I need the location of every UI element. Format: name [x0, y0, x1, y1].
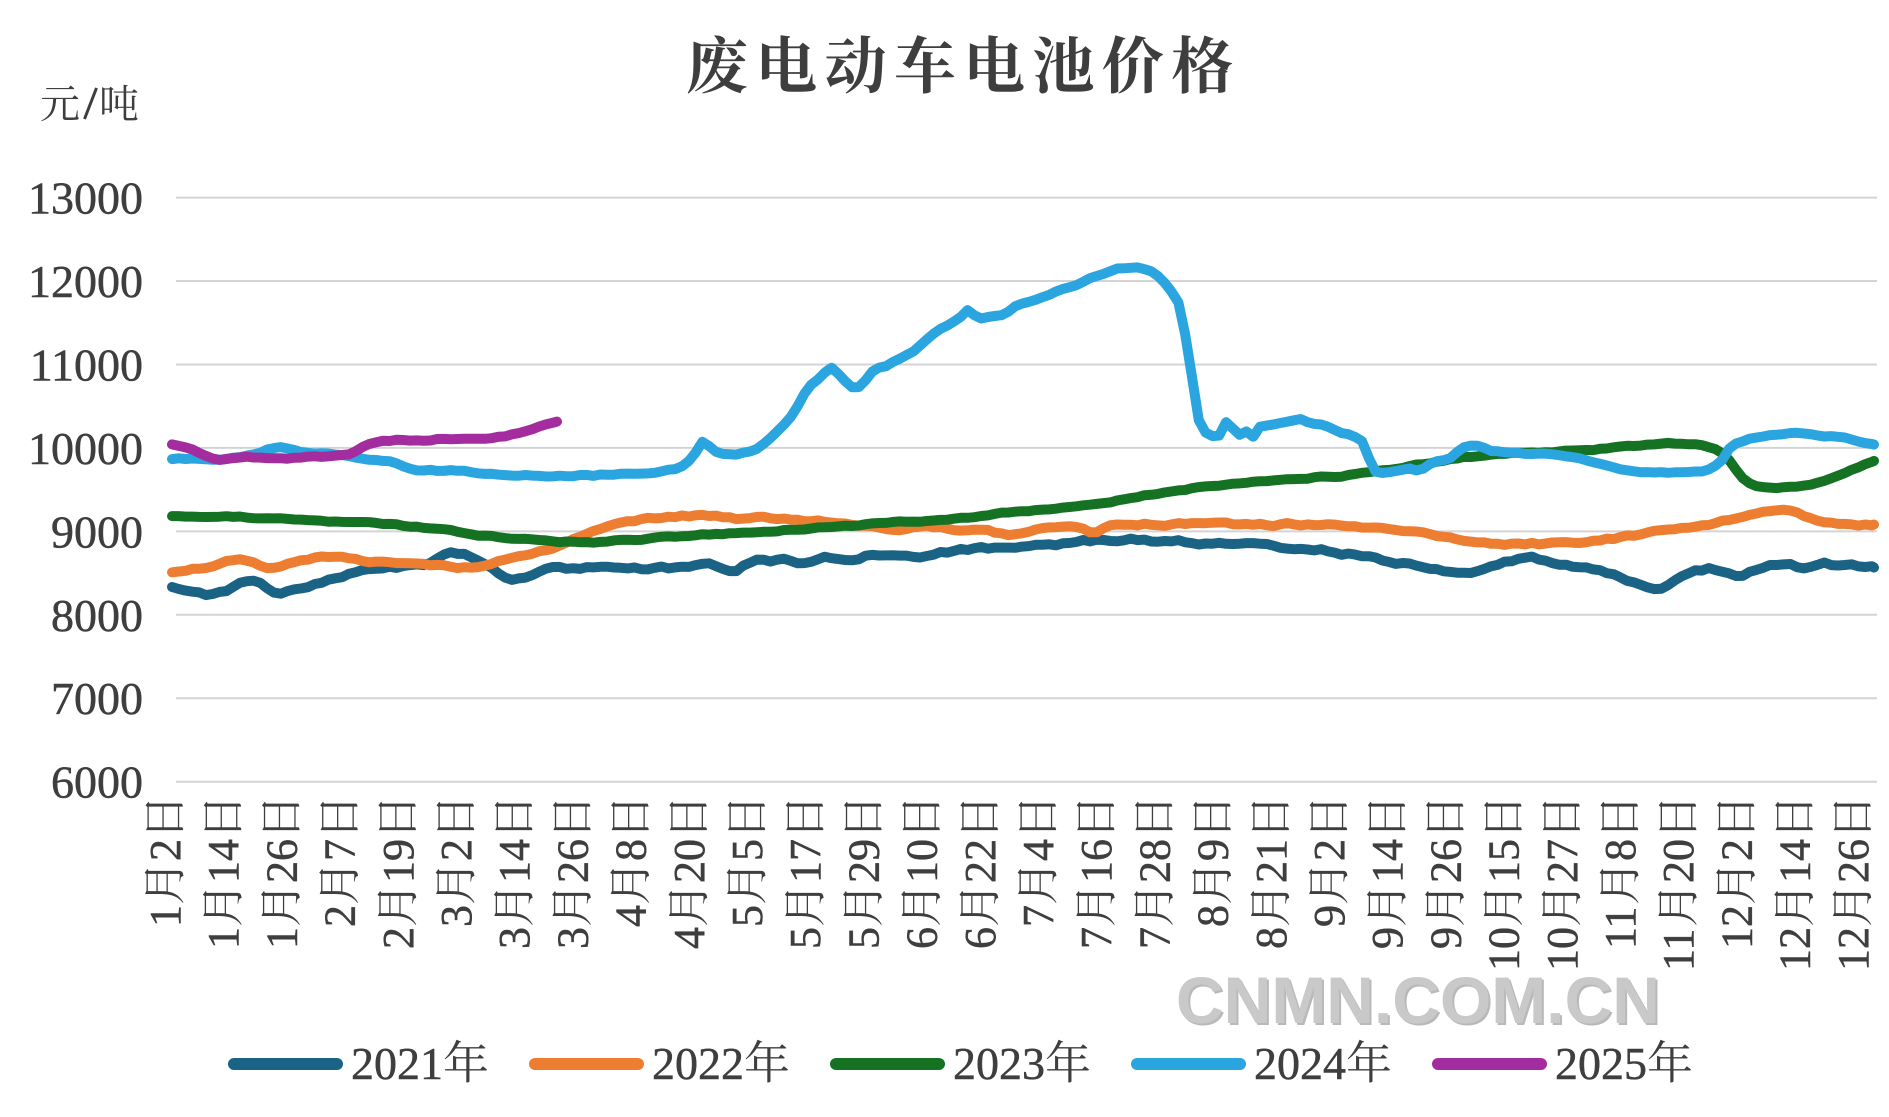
svg-text:9: 9 [1363, 927, 1412, 949]
svg-text:2: 2 [316, 905, 365, 927]
svg-text:26: 26 [257, 839, 306, 883]
svg-text:8: 8 [1189, 905, 1238, 927]
svg-text:7000: 7000 [51, 673, 143, 724]
svg-text:4: 4 [665, 927, 714, 949]
svg-text:27: 27 [1538, 839, 1587, 883]
svg-text:3: 3 [432, 905, 481, 927]
svg-text:1: 1 [257, 927, 306, 949]
svg-text:2: 2 [1305, 839, 1354, 861]
svg-text:28: 28 [1130, 839, 1179, 883]
svg-text:26: 26 [1829, 839, 1878, 883]
svg-text:2: 2 [1712, 839, 1761, 861]
svg-text:3: 3 [490, 927, 539, 949]
svg-text:2: 2 [374, 927, 423, 949]
svg-text:5: 5 [723, 905, 772, 927]
svg-text:2: 2 [141, 839, 190, 861]
svg-text:10: 10 [1538, 927, 1587, 971]
svg-text:8: 8 [1247, 927, 1296, 949]
svg-text:8: 8 [607, 839, 656, 861]
svg-text:7: 7 [316, 839, 365, 861]
svg-text:26: 26 [1421, 839, 1470, 883]
svg-text:CNMN.COM.CN: CNMN.COM.CN [1176, 963, 1660, 1037]
svg-text:26: 26 [548, 839, 597, 883]
svg-text:11: 11 [1654, 929, 1703, 971]
svg-text:13000: 13000 [28, 173, 143, 224]
svg-text:21: 21 [1247, 839, 1296, 883]
svg-text:11000: 11000 [30, 340, 143, 391]
svg-text:9: 9 [1421, 927, 1470, 949]
svg-text:6: 6 [898, 927, 947, 949]
svg-text:9000: 9000 [51, 506, 143, 557]
svg-text:10000: 10000 [28, 423, 143, 474]
svg-text:6: 6 [956, 927, 1005, 949]
svg-text:20: 20 [665, 839, 714, 883]
svg-text:12: 12 [1771, 927, 1820, 971]
svg-text:4: 4 [1014, 839, 1063, 861]
svg-text:2024: 2024 [1254, 1038, 1346, 1089]
svg-text:7: 7 [1014, 905, 1063, 927]
svg-text:10: 10 [1480, 927, 1529, 971]
svg-text:29: 29 [839, 839, 888, 883]
svg-text:2: 2 [432, 839, 481, 861]
svg-text:5: 5 [723, 839, 772, 861]
svg-text:20: 20 [1654, 839, 1703, 883]
svg-text:16: 16 [1072, 839, 1121, 883]
svg-text:15: 15 [1480, 839, 1529, 883]
svg-text:12: 12 [1829, 927, 1878, 971]
svg-text:4: 4 [607, 905, 656, 927]
svg-text:14: 14 [199, 839, 248, 883]
svg-text:8000: 8000 [51, 590, 143, 641]
svg-text:14: 14 [1771, 839, 1820, 883]
svg-text:5: 5 [839, 927, 888, 949]
svg-text:3: 3 [548, 927, 597, 949]
svg-text:6000: 6000 [51, 757, 143, 808]
svg-text:12: 12 [1712, 905, 1761, 949]
svg-text:2023: 2023 [953, 1038, 1045, 1089]
svg-text:12000: 12000 [28, 256, 143, 307]
svg-text:1: 1 [199, 927, 248, 949]
svg-text:8: 8 [1596, 839, 1645, 861]
svg-text:17: 17 [781, 839, 830, 883]
svg-text:2022: 2022 [652, 1038, 744, 1089]
svg-text:22: 22 [956, 839, 1005, 883]
svg-text:14: 14 [1363, 839, 1412, 883]
svg-text:7: 7 [1130, 927, 1179, 949]
svg-text:9: 9 [1189, 839, 1238, 861]
svg-text:5: 5 [781, 927, 830, 949]
svg-text:2025: 2025 [1555, 1038, 1647, 1089]
svg-text:2021: 2021 [351, 1038, 443, 1089]
svg-text:11: 11 [1596, 907, 1645, 949]
svg-text:14: 14 [490, 839, 539, 883]
svg-text:1: 1 [141, 905, 190, 927]
svg-text:10: 10 [898, 839, 947, 883]
svg-text:9: 9 [1305, 905, 1354, 927]
svg-text:19: 19 [374, 839, 423, 883]
svg-text:7: 7 [1072, 927, 1121, 949]
